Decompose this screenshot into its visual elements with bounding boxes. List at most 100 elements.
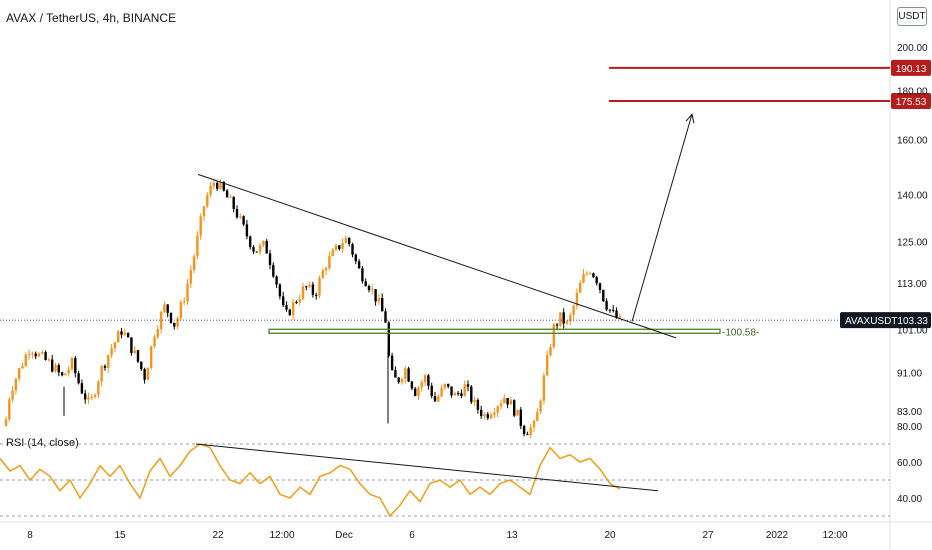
candle-body [516,409,519,416]
rsi-label: RSI (14, close) [6,437,79,449]
candle-body [394,369,397,378]
candle-body [324,268,328,271]
candle-body [107,355,110,368]
candle-body [110,348,113,356]
candle-body [334,245,338,251]
candle-body [371,289,374,291]
candle-body [559,312,562,326]
candle-body [67,369,70,374]
last-price-symbol: AVAXUSDT [845,316,897,327]
candle-body [169,312,173,323]
candle-body [212,182,216,186]
candle-body [285,305,288,310]
candle-body [232,196,235,209]
candle-body [90,396,93,398]
candle-body [476,400,480,410]
candle-body [618,316,621,318]
candle-body [47,359,51,361]
candle-body [272,264,275,277]
candle-body [4,419,8,426]
candle-body [582,273,585,283]
candle-body [93,394,97,397]
candle-body [575,292,579,306]
candle-body [579,282,582,293]
candle-body [328,256,331,269]
time-tick-label: 2022 [766,530,789,541]
target-price-tag [891,59,931,76]
price-tick-label: 140.00 [897,191,928,202]
candle-body [219,181,222,189]
projection-arrow [631,114,693,322]
candle-body [555,324,559,326]
time-tick-label: 12:00 [822,530,847,541]
candle-body [34,353,37,357]
candle-body [496,406,499,413]
candle-body [447,383,450,387]
candle-body [308,284,311,287]
candle-body [186,283,189,302]
candle-body [117,331,120,343]
candle-body [57,365,60,373]
price-tick-label: 125.00 [897,237,928,248]
candle-body [397,377,400,383]
candle-body [453,393,456,396]
candle-body [8,399,11,420]
target-price-label: 175.53 [896,97,927,108]
rsi-tick-label: 60.00 [897,458,922,469]
time-tick-label: 13 [506,530,518,541]
candle-body [460,393,463,397]
candle-body [305,286,308,288]
price-tick-label: 80.00 [897,422,922,433]
currency-button[interactable]: USDT [897,7,927,26]
candle-body [245,224,249,237]
candle-body [414,388,417,396]
candle-body [239,216,242,218]
candle-body [522,426,526,435]
last-price-value: 103.33 [897,316,928,327]
time-tick-label: 27 [702,530,714,541]
candle-body [136,350,140,362]
candle-body [437,396,440,402]
candle-body [433,396,437,402]
candle-body [592,273,595,278]
candle-body [156,329,159,337]
chart-title: AVAX / TetherUS, 4h, BINANCE [6,11,177,25]
candle-body [150,346,153,368]
candle-body [315,294,318,296]
time-tick-label: Dec [335,530,353,541]
price-tick-label: 200.00 [897,43,928,54]
candle-body [513,400,516,416]
candle-body [341,243,344,249]
candle-body [503,398,506,404]
candle-body [199,216,202,236]
candle-body [252,247,255,252]
candle-body [602,289,605,302]
candle-body [265,240,268,254]
time-tick-label: 12:00 [269,530,294,541]
candle-body [404,368,407,379]
candle-body [173,322,176,327]
candle-body [268,253,272,265]
candle-body [209,185,212,196]
candle-body [361,268,364,282]
candle-body [301,286,305,300]
candle-body [80,383,84,394]
candle-body [562,312,565,324]
candle-body [120,331,123,335]
candle-body [331,250,334,257]
candle-body [24,354,27,367]
arrow-head [685,113,695,124]
candle-body [126,333,130,338]
candle-body [206,195,209,207]
candle-body [60,372,64,376]
candle-body [605,301,608,310]
time-tick-label: 15 [114,530,126,541]
candle-body [133,350,136,354]
candle-body [532,420,536,428]
candle-body [97,381,100,395]
candle-body [430,385,433,397]
candle-body [113,342,117,349]
target-price-label: 190.13 [896,64,927,75]
